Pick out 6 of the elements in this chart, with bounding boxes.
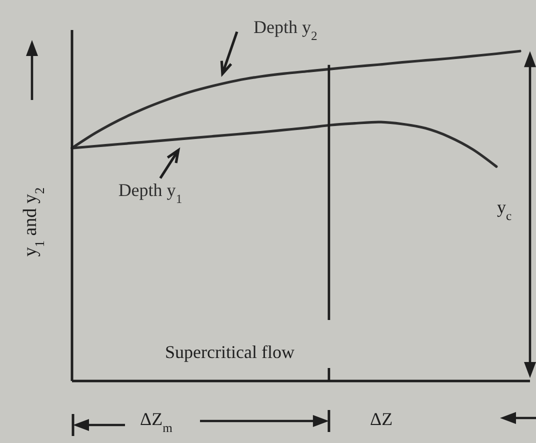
series-label: Depth y$_{2}$ xyxy=(253,16,318,43)
text: ΔZ xyxy=(370,409,393,429)
legend-label: Depth y$_{1}$ xyxy=(118,180,182,206)
text: ΔZ$_{m}$ xyxy=(140,409,173,435)
annotation: y$_{c}$ xyxy=(497,197,512,223)
annotation: Supercritical flow xyxy=(165,342,294,362)
